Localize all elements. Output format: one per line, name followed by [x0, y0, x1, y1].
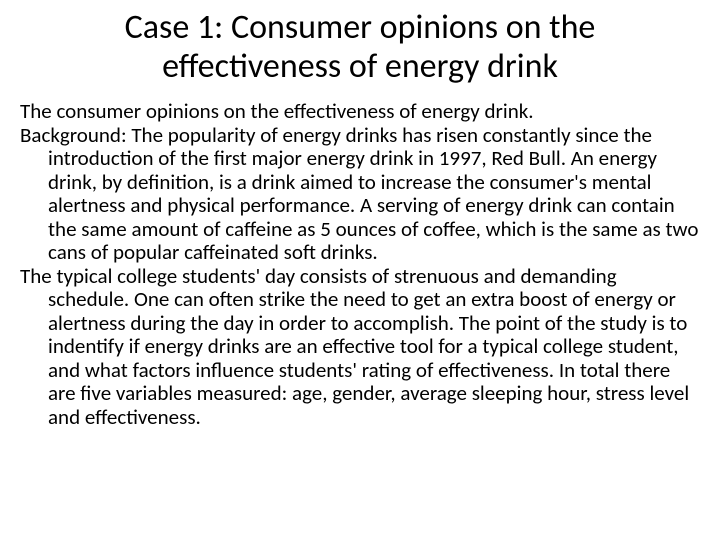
slide-body: The consumer opinions on the effectivene… — [20, 100, 700, 429]
paragraph-intro: The consumer opinions on the effectivene… — [20, 100, 700, 124]
paragraph-study: The typical college students' day consis… — [20, 265, 700, 430]
slide-title: Case 1: Consumer opinions on the effecti… — [20, 8, 700, 86]
paragraph-background: Background: The popularity of energy dri… — [20, 124, 700, 265]
slide-container: Case 1: Consumer opinions on the effecti… — [0, 0, 720, 449]
